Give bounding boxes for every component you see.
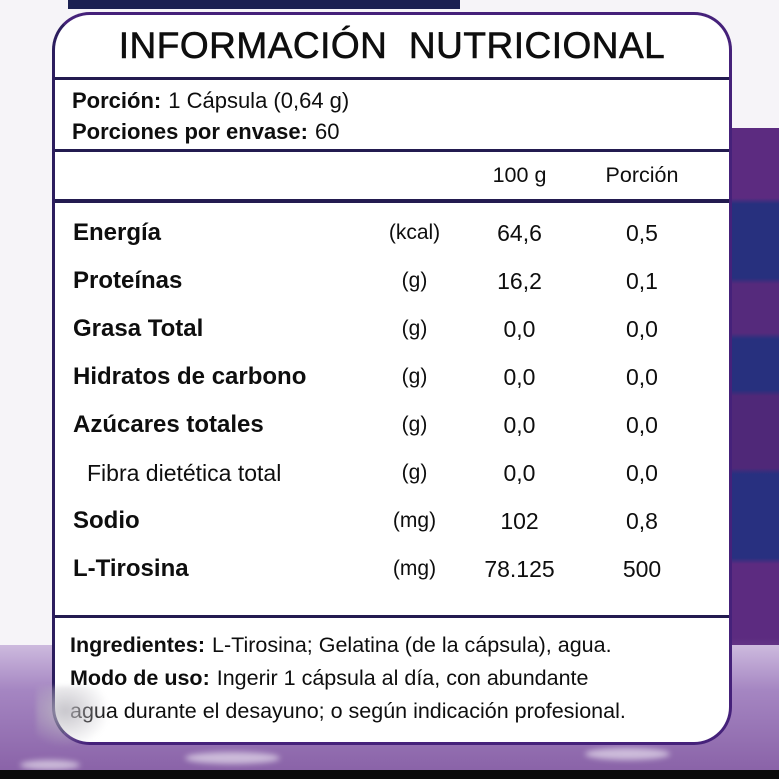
nutrient-unit: (g): [401, 317, 428, 340]
nutrient-name: Fibra dietética total: [87, 459, 282, 486]
portion-line: Porción: 1 Cápsula (0,64 g): [72, 85, 729, 116]
nutrient-unit: (g): [401, 413, 428, 436]
nutrient-table: Energía (kcal) 64,6 0,5 Proteínas (g) 16…: [55, 203, 729, 615]
nutrient-unit: (kcal): [388, 221, 441, 244]
table-header-row: 100 g Porción: [55, 152, 729, 199]
nutrient-unit: (mg): [392, 509, 437, 532]
nutrient-name: Hidratos de carbono: [73, 363, 307, 390]
value-per-portion: 0,0: [626, 411, 658, 438]
background-bottom-bar: [0, 770, 779, 779]
nutrient-name: Proteínas: [73, 267, 183, 294]
usage-text: Ingerir 1 cápsula al día, con abundante: [216, 666, 589, 690]
column-header-100g: 100 g: [492, 163, 547, 187]
value-per-100g: 0,0: [503, 363, 536, 390]
divider-line: [55, 199, 729, 203]
table-row: Sodio (mg) 102 0,8: [55, 497, 729, 545]
background-top-strip: [68, 0, 460, 9]
nutrient-name: Azúcares totales: [73, 411, 264, 438]
value-per-100g: 78.125: [484, 555, 555, 582]
table-row: Proteínas (g) 16,2 0,1: [55, 257, 729, 305]
nutrient-name: Grasa Total: [73, 315, 204, 342]
ingredients-line: Ingredientes: L-Tirosina; Gelatina (de la…: [70, 629, 721, 662]
divider-line: [55, 615, 729, 618]
value-per-100g: 0,0: [503, 411, 536, 438]
table-row: Fibra dietética total (g) 0,0 0,0: [55, 449, 729, 497]
table-row: Hidratos de carbono (g) 0,0 0,0: [55, 353, 729, 401]
bottle-shine-highlight: [20, 760, 80, 770]
ingredients-section: Ingredientes: L-Tirosina; Gelatina (de la…: [55, 618, 729, 728]
divider-line: [55, 77, 729, 80]
ingredients-label: Ingredientes:: [70, 633, 205, 657]
nutrient-unit: (g): [401, 269, 428, 292]
value-per-portion: 0,1: [626, 267, 658, 294]
table-row: Energía (kcal) 64,6 0,5: [55, 209, 729, 257]
table-row: Azúcares totales (g) 0,0 0,0: [55, 401, 729, 449]
portion-value: 1 Cápsula (0,64 g): [168, 87, 350, 113]
value-per-portion: 0,0: [626, 315, 658, 342]
value-per-100g: 102: [500, 507, 539, 534]
value-per-portion: 0,0: [626, 363, 658, 390]
value-per-portion: 0,0: [626, 459, 658, 486]
usage-text: agua durante el desayuno; o según indica…: [70, 699, 626, 723]
divider-line: [55, 149, 729, 152]
nutrient-name: Sodio: [73, 507, 140, 534]
nutrient-unit: (mg): [392, 557, 437, 580]
serving-section: Porción: 1 Cápsula (0,64 g) Porciones po…: [55, 80, 729, 149]
servings-per-container-label: Porciones por envase:: [72, 118, 308, 144]
label-corner-smudge: [36, 686, 110, 748]
value-per-portion: 0,5: [626, 219, 658, 246]
bottle-shine-highlight: [585, 748, 670, 760]
ingredients-text: L-Tirosina; Gelatina (de la cápsula), ag…: [212, 633, 612, 657]
nutrition-label: INFORMACIÓN NUTRICIONAL Porción: 1 Cápsu…: [52, 12, 732, 745]
usage-line: Modo de uso: Ingerir 1 cápsula al día, co…: [70, 662, 721, 695]
value-per-portion: 0,8: [626, 507, 658, 534]
table-row: L-Tirosina (mg) 78.125 500: [55, 545, 729, 593]
bottle-shine-highlight: [185, 752, 280, 764]
nutrient-name: L-Tirosina: [73, 555, 189, 582]
column-header-portion: Porción: [605, 163, 679, 187]
usage-line-continued: agua durante el desayuno; o según indica…: [70, 695, 721, 728]
portion-label: Porción:: [72, 87, 162, 113]
nutrient-name: Energía: [73, 219, 162, 246]
label-title: INFORMACIÓN NUTRICIONAL: [118, 25, 666, 67]
value-per-100g: 0,0: [503, 315, 536, 342]
value-per-100g: 64,6: [497, 219, 542, 246]
value-per-100g: 0,0: [503, 459, 536, 486]
servings-per-container-value: 60: [314, 118, 340, 144]
table-row: Grasa Total (g) 0,0 0,0: [55, 305, 729, 353]
nutrient-unit: (g): [401, 461, 428, 484]
nutrient-unit: (g): [401, 365, 428, 388]
value-per-100g: 16,2: [497, 267, 542, 294]
value-per-portion: 500: [622, 555, 662, 582]
servings-per-container-line: Porciones por envase: 60: [72, 116, 729, 147]
